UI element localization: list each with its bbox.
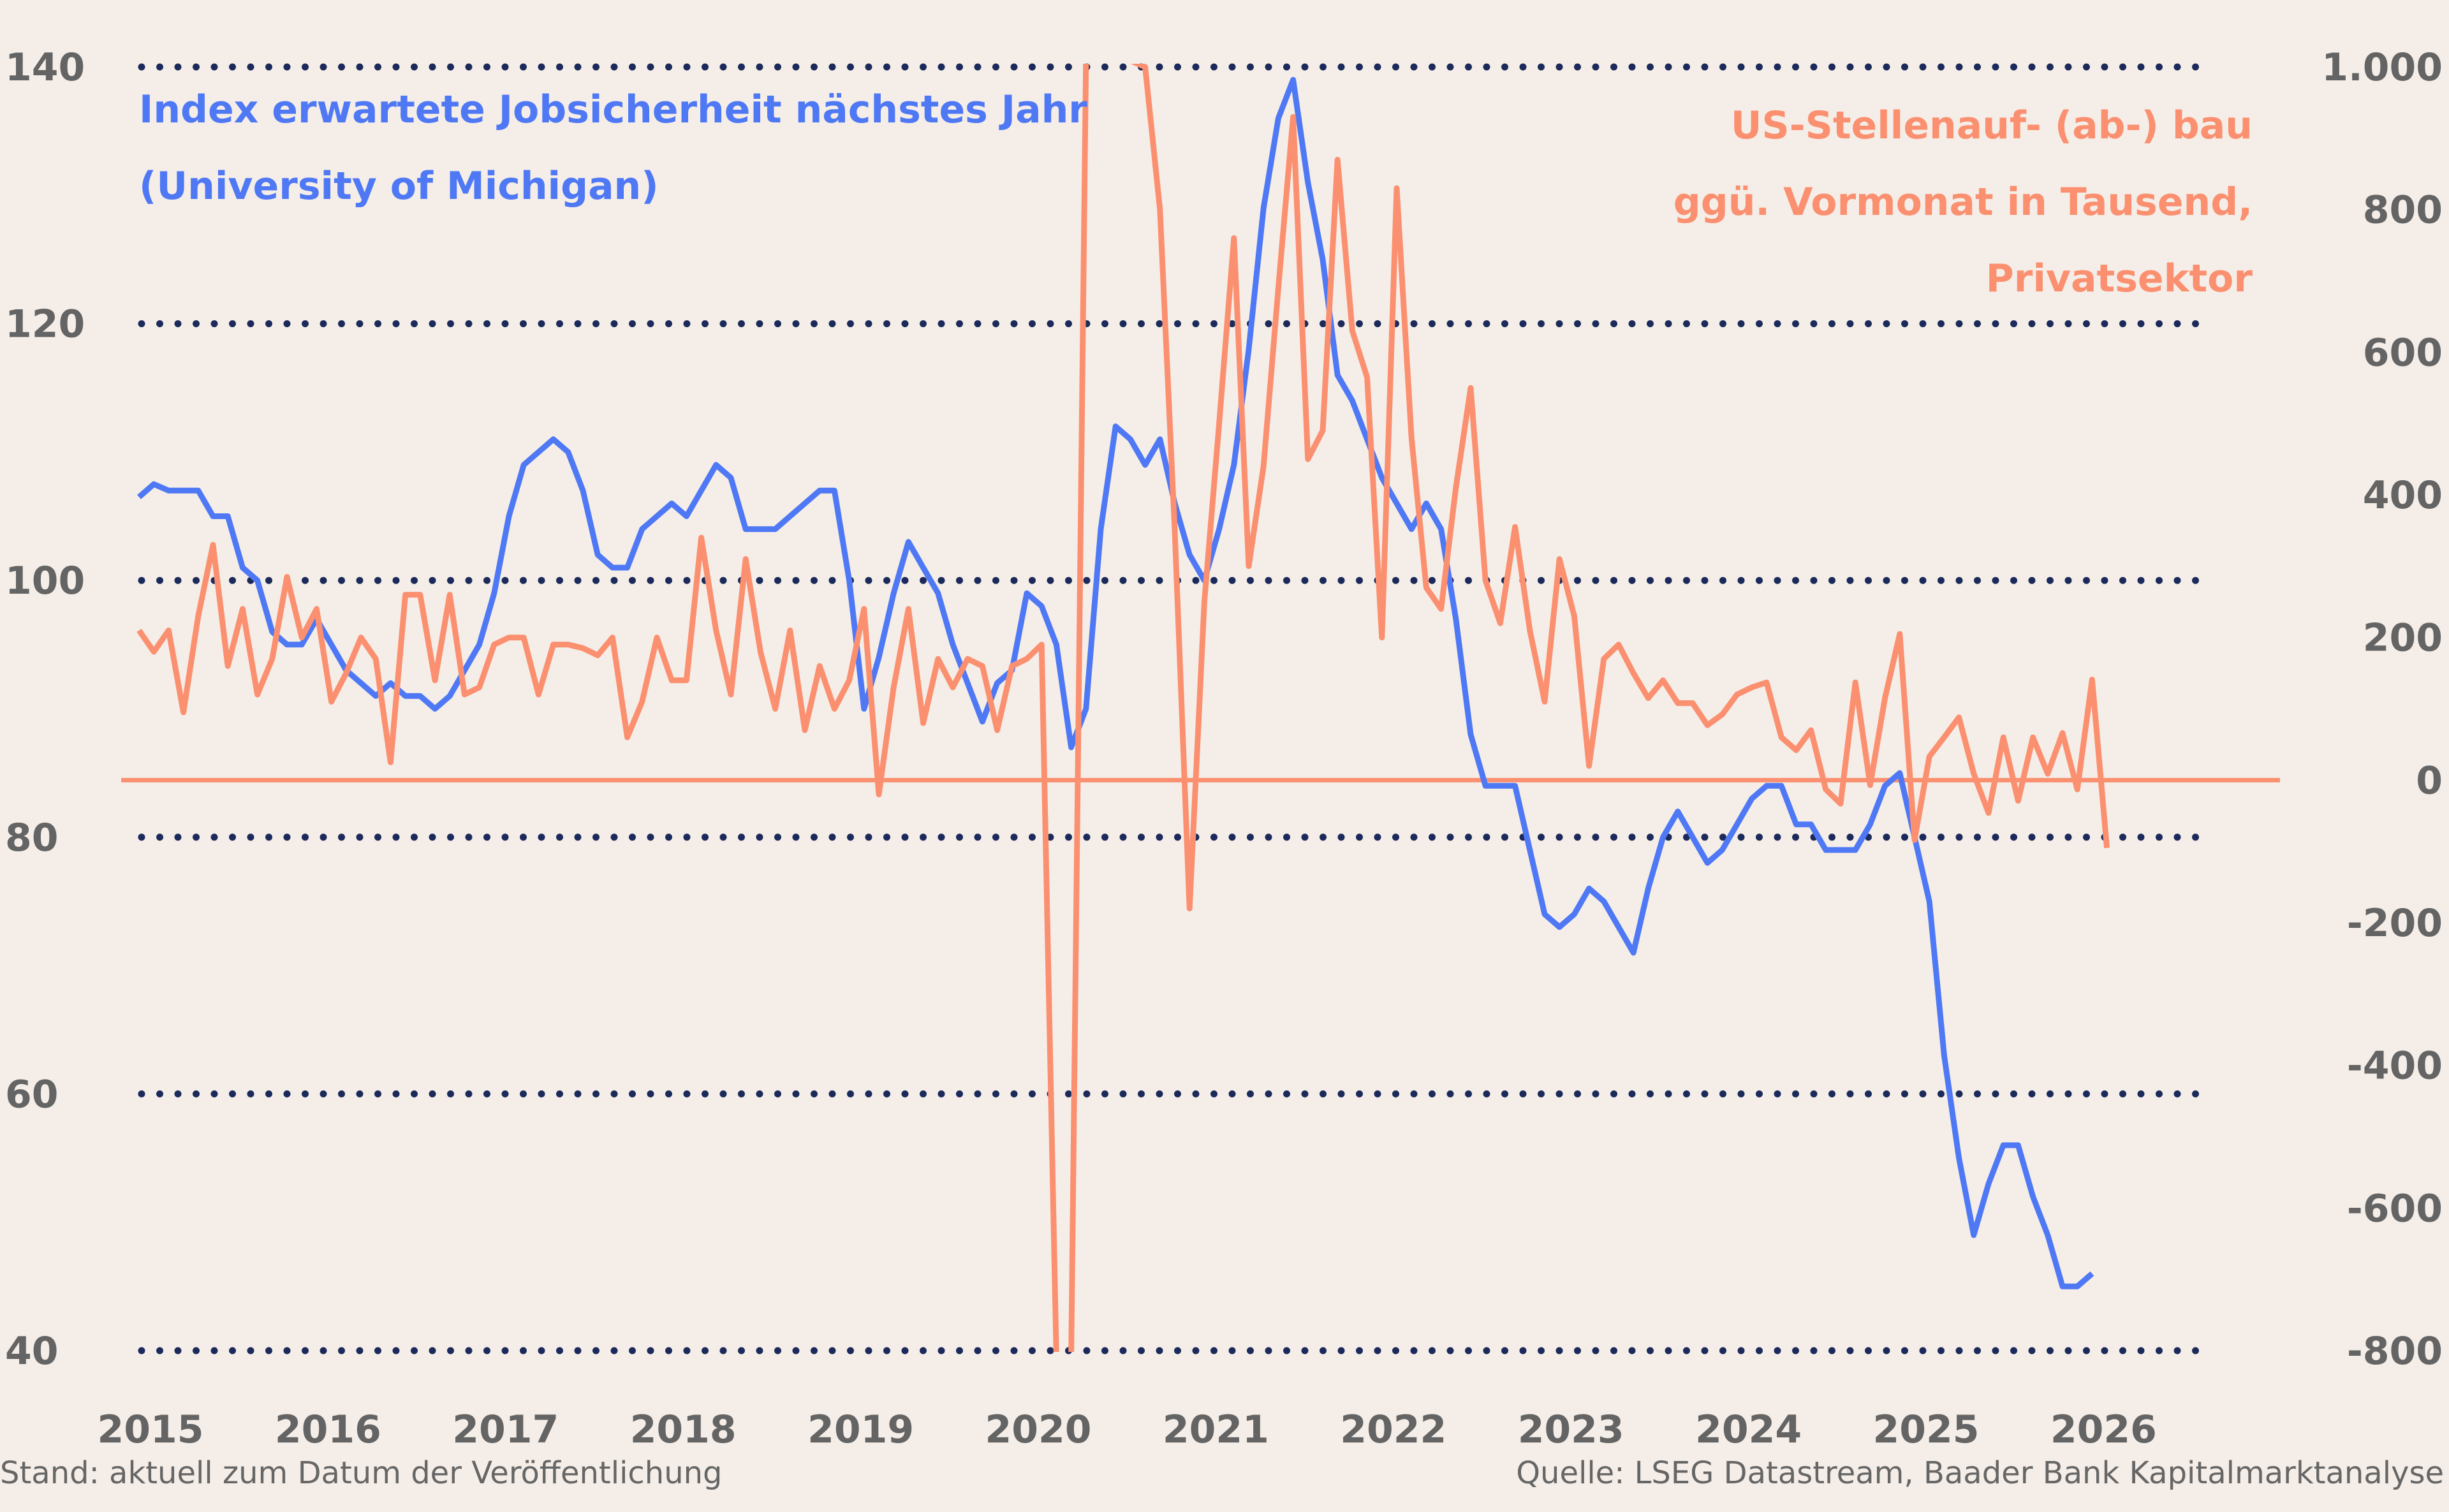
footer-date-note: Stand: aktuell zum Datum der Veröffentli… — [0, 1455, 723, 1491]
x-axis-tick-label: 2024 — [1695, 1407, 1802, 1452]
x-axis-tick-label: 2018 — [630, 1407, 737, 1452]
series-line-private-payrolls — [136, 64, 2110, 1352]
right-axis-tick-label: 0 — [2416, 758, 2443, 803]
left-axis-tick-label: 40 — [5, 1329, 59, 1374]
legend-left-series: Index erwartete Jobsicherheit nächstes J… — [139, 71, 1087, 224]
right-axis-tick-label: 800 — [2363, 188, 2443, 233]
legend-right-line1: US-Stellenauf- (ab-) bau — [1730, 103, 2253, 148]
right-axis-tick-label: -800 — [2347, 1329, 2443, 1374]
left-axis-tick-label: 100 — [5, 559, 85, 603]
x-axis-tick-label: 2022 — [1340, 1407, 1446, 1452]
series-line-job-security-index — [137, 77, 2094, 1289]
left-axis-tick-label: 80 — [5, 816, 59, 860]
legend-left-line2: (University of Michigan) — [139, 164, 659, 209]
right-axis-tick-label: 400 — [2363, 473, 2443, 518]
right-axis-tick-label: -600 — [2347, 1186, 2443, 1231]
x-axis-tick-label: 2026 — [2050, 1407, 2157, 1452]
x-axis-tick-label: 2016 — [275, 1407, 381, 1452]
right-axis-tick-label: -200 — [2347, 901, 2443, 946]
left-axis-tick-label: 140 — [5, 45, 85, 90]
legend-right-line2: ggü. Vormonat in Tausend, — [1673, 180, 2253, 224]
x-axis-tick-label: 2017 — [452, 1407, 559, 1452]
x-axis-tick-label: 2019 — [807, 1407, 914, 1452]
x-axis-tick-label: 2025 — [1873, 1407, 1980, 1452]
right-axis-tick-label: 200 — [2363, 616, 2443, 661]
x-axis-tick-label: 2021 — [1163, 1407, 1269, 1452]
right-axis-tick-label: -400 — [2347, 1044, 2443, 1089]
right-axis-tick-label: 1.000 — [2321, 45, 2443, 90]
legend-right-line3: Privatsektor — [1985, 256, 2253, 301]
x-axis-tick-label: 2020 — [985, 1407, 1092, 1452]
left-axis-tick-label: 60 — [5, 1072, 59, 1117]
right-axis-tick-label: 600 — [2363, 330, 2443, 375]
x-axis-tick-label: 2015 — [98, 1407, 204, 1452]
footer-source: Quelle: LSEG Datastream, Baader Bank Kap… — [1516, 1455, 2444, 1491]
legend-right-series: US-Stellenauf- (ab-) bau ggü. Vormonat i… — [1673, 87, 2253, 317]
x-axis-tick-label: 2023 — [1518, 1407, 1624, 1452]
left-axis-tick-label: 120 — [5, 302, 85, 347]
legend-left-line1: Index erwartete Jobsicherheit nächstes J… — [139, 87, 1087, 132]
